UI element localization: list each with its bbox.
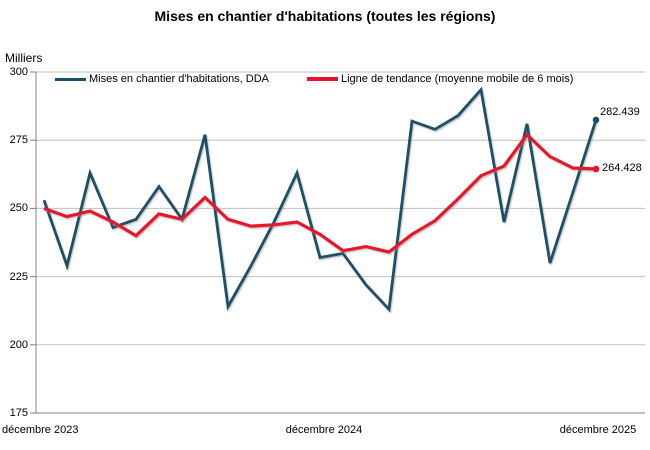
y-tick-label: 275 bbox=[9, 134, 28, 147]
y-tick-label: 175 bbox=[9, 407, 28, 419]
legend-label: Mises en chantier d'habitations, DDA bbox=[89, 73, 270, 85]
y-tick-label: 250 bbox=[9, 202, 28, 215]
last-point-value-label: 282.439 bbox=[600, 106, 640, 118]
series-line-0 bbox=[42, 86, 598, 313]
page-title: Mises en chantier d'habitations (toutes … bbox=[154, 8, 496, 24]
legend-line-swatch-blue bbox=[55, 77, 86, 81]
x-tick-label: décembre 2023 bbox=[2, 424, 79, 436]
y-tick-label: 200 bbox=[9, 338, 28, 351]
series-line-1 bbox=[43, 132, 597, 254]
legend: Mises en chantier d'habitations, DDA Lig… bbox=[0, 71, 650, 87]
legend-line-swatch-red bbox=[307, 77, 338, 81]
legend-item-dda: Mises en chantier d'habitations, DDA bbox=[55, 71, 269, 87]
trend-last-value-label: 264.428 bbox=[602, 162, 642, 174]
series-end-marker-0 bbox=[592, 116, 600, 124]
legend-item-trend: Ligne de tendance (moyenne mobile de 6 m… bbox=[307, 71, 573, 87]
x-tick-label: décembre 2024 bbox=[285, 424, 363, 436]
x-tick-label: décembre 2025 bbox=[559, 424, 637, 436]
series-end-marker-1 bbox=[592, 165, 600, 173]
y-tick-label: 300 bbox=[9, 66, 28, 78]
y-tick-label: 225 bbox=[9, 270, 28, 283]
y-axis-unit-label: Milliers bbox=[5, 51, 43, 65]
legend-label: Ligne de tendance (moyenne mobile de 6 m… bbox=[341, 73, 574, 85]
